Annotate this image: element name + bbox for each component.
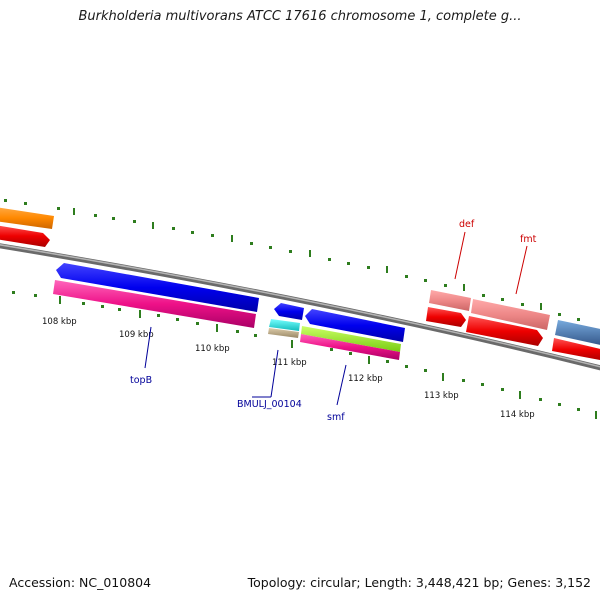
cds-topB-pink[interactable] [53,280,256,328]
accession-text: Accession: NC_010804 [9,575,152,590]
gene-labels[interactable]: def fmt topB BMULJ_00104 smf [130,219,537,423]
cds-smf-lime[interactable] [301,326,401,352]
gene-label-bmulj-00104[interactable]: BMULJ_00104 [237,399,302,410]
cds-smf-pink[interactable] [300,334,400,360]
cds-def-red[interactable] [426,307,466,327]
cds-features[interactable] [0,207,600,361]
scale-label: 112 kbp [348,374,383,384]
scale-label: 109 kbp [119,330,154,340]
gene-label-topB[interactable]: topB [130,375,152,386]
chromosome-backbone [0,243,600,371]
map-title: Burkholderia multivorans ATCC 17616 chro… [78,9,522,24]
cds-smf-blue[interactable] [305,309,405,342]
gene-label-fmt[interactable]: fmt [520,234,537,245]
gene-label-def[interactable]: def [459,219,475,230]
cds-orange-partial[interactable] [0,207,54,229]
genome-summary-text: Topology: circular; Length: 3,448,421 bp… [247,575,591,590]
cds-steel-partial[interactable] [555,320,600,346]
scale-label: 108 kbp [42,317,77,327]
cds-red-partial-left[interactable] [0,225,50,247]
cds-fmt-salmon[interactable] [471,299,550,330]
cds-topB-blue[interactable] [56,263,259,312]
inner-tick-ring [12,291,597,419]
cds-bmulj-blue[interactable] [274,303,304,320]
cds-fmt-red[interactable] [466,316,543,346]
scale-label: 110 kbp [195,344,230,354]
cds-red-partial-right[interactable] [552,338,600,361]
cds-def-salmon[interactable] [429,290,471,311]
cds-bmulj-tan[interactable] [268,328,299,338]
scale-labels: 108 kbp 109 kbp 110 kbp 111 kbp 112 kbp … [42,317,535,420]
scale-label: 113 kbp [424,391,459,401]
gene-label-smf[interactable]: smf [327,412,345,423]
scale-label: 114 kbp [500,410,535,420]
outer-tick-ring [4,199,580,321]
cds-bmulj-cyan[interactable] [269,319,300,331]
gene-leader-lines [144,231,528,406]
scale-label: 111 kbp [272,358,307,368]
